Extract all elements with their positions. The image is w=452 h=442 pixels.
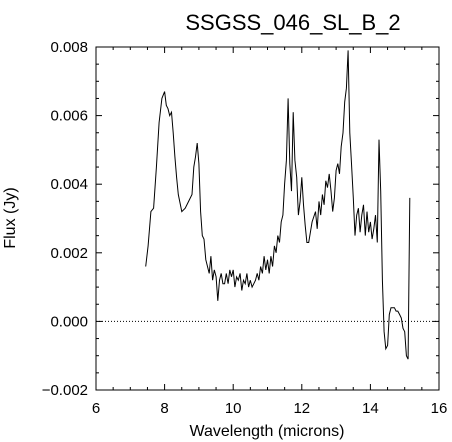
y-axis-ticks: −0.002 0.000 0.002 0.004 0.006 0.008 [42,39,439,399]
y-tick-label: 0.004 [50,176,88,193]
x-tick-label: 14 [362,400,379,417]
x-tick-label: 16 [431,400,448,417]
y-tick-label: 0.002 [50,245,88,262]
x-tick-label: 6 [92,400,100,417]
x-axis-label: Wavelength (microns) [189,423,344,440]
series-line [145,50,411,360]
y-tick-label: 0.006 [50,108,88,125]
x-tick-label: 8 [160,400,168,417]
y-tick-label: 0.000 [50,313,88,330]
chart-title: SSGSS_046_SL_B_2 [185,10,400,35]
x-axis-ticks: 6 8 10 12 14 16 [92,47,448,417]
y-tick-label: 0.008 [50,39,88,56]
x-tick-label: 10 [225,400,242,417]
y-axis-label: Flux (Jy) [2,187,19,248]
y-tick-label: −0.002 [42,382,88,399]
x-tick-label: 12 [293,400,310,417]
